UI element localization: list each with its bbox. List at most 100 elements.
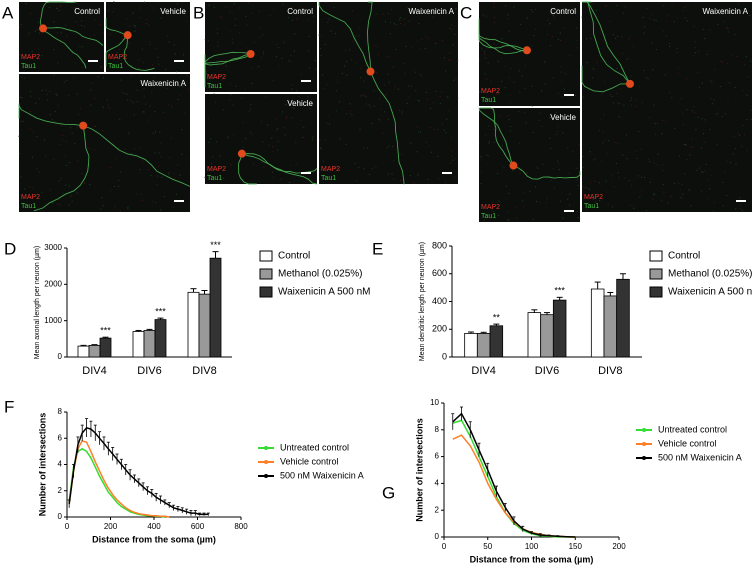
speckle <box>36 135 38 138</box>
speckle <box>604 80 606 82</box>
speckle <box>321 74 324 76</box>
speckle <box>173 177 176 179</box>
speckle <box>277 127 279 130</box>
speckle <box>36 28 38 31</box>
speckle <box>713 99 715 101</box>
speckle <box>289 164 292 166</box>
speckle <box>622 12 624 14</box>
speckle <box>671 4 673 6</box>
speckle <box>59 204 61 206</box>
speckle <box>592 77 594 79</box>
speckle <box>716 143 718 146</box>
speckle <box>182 85 184 88</box>
speckle <box>484 57 486 59</box>
speckle <box>276 129 278 131</box>
speckle <box>441 39 444 42</box>
speckle <box>333 6 335 9</box>
panel-letter: G <box>382 483 395 502</box>
speckle <box>618 103 621 105</box>
speckle <box>577 178 579 180</box>
speckle <box>719 60 722 62</box>
speckle <box>626 58 628 60</box>
speckle <box>544 83 546 85</box>
speckle <box>141 160 144 163</box>
speckle <box>661 132 663 134</box>
micrograph: Vehicle MAP2 Tau1 <box>105 1 190 73</box>
speckle <box>395 23 397 26</box>
speckle <box>685 144 687 146</box>
speckle <box>621 36 623 38</box>
image-background <box>479 2 580 106</box>
speckle <box>323 87 325 89</box>
legend-label: Methanol (0.025%) <box>668 269 752 280</box>
speckle <box>65 184 67 186</box>
speckle <box>292 97 294 99</box>
speckle <box>156 184 158 186</box>
speckle <box>548 23 550 25</box>
speckle <box>112 63 114 65</box>
speckle <box>742 89 744 92</box>
speckle <box>653 162 655 164</box>
scale-bar <box>564 210 574 212</box>
speckle <box>516 217 518 219</box>
speckle <box>530 9 532 11</box>
speckle <box>300 74 302 76</box>
speckle <box>689 146 692 148</box>
speckle <box>732 55 734 57</box>
speckle <box>662 31 664 33</box>
speckle <box>611 206 613 208</box>
speckle <box>487 62 489 64</box>
speckle <box>517 111 520 113</box>
speckle <box>609 20 611 23</box>
speckle <box>664 74 666 76</box>
speckle <box>676 51 678 54</box>
legend-label: Methanol (0.025%) <box>278 269 363 280</box>
speckle <box>696 169 698 172</box>
speckle <box>94 97 96 99</box>
speckle <box>401 112 403 114</box>
speckle <box>641 189 643 191</box>
speckle <box>362 147 365 149</box>
speckle <box>417 174 419 176</box>
scale-bar <box>301 80 311 82</box>
speckle <box>604 5 606 7</box>
stain-label: MAP2 <box>481 88 500 95</box>
speckle <box>34 30 36 32</box>
speckle <box>208 58 210 61</box>
speckle <box>308 67 311 69</box>
speckle <box>273 9 275 11</box>
speckle <box>292 19 294 21</box>
speckle <box>258 10 260 12</box>
speckle <box>339 138 341 140</box>
speckle <box>663 191 665 193</box>
speckle <box>561 81 563 83</box>
image-title: Waixenicin A <box>141 79 187 88</box>
speckle <box>449 59 452 62</box>
speckle <box>438 178 440 180</box>
speckle <box>601 60 603 62</box>
y-tick-label: 800 <box>432 240 447 250</box>
speckle <box>386 147 388 149</box>
speckle <box>542 163 544 165</box>
speckle <box>710 97 712 100</box>
speckle <box>728 82 731 84</box>
neurite <box>370 71 405 185</box>
speckle <box>549 44 552 47</box>
speckle <box>444 182 446 184</box>
speckle <box>101 196 103 199</box>
speckle <box>520 23 522 26</box>
chart-g: G 0 2 4 6 8 10 Number of intersections 0 50 100 150… <box>382 398 742 564</box>
speckle <box>391 173 393 175</box>
speckle <box>160 209 162 211</box>
speckle <box>451 155 453 157</box>
speckle <box>171 106 173 108</box>
speckle <box>521 168 523 170</box>
speckle <box>559 200 561 203</box>
speckle <box>208 141 210 143</box>
speckle <box>182 54 185 56</box>
stain-label: MAP2 <box>108 54 127 61</box>
speckle <box>287 16 289 19</box>
speckle <box>712 103 714 105</box>
speckle <box>497 93 499 95</box>
